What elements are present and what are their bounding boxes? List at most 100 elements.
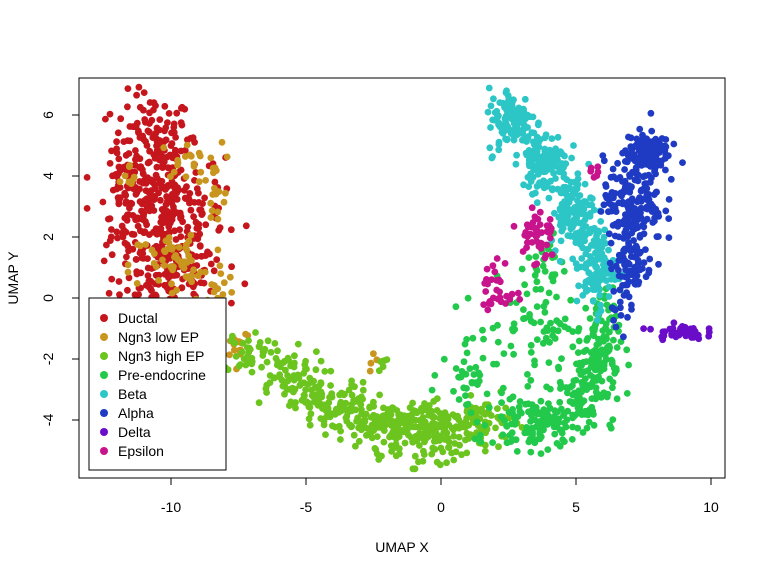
scatter-point <box>445 443 453 451</box>
scatter-point <box>617 304 624 312</box>
x-tick-label: -5 <box>300 499 313 515</box>
scatter-point <box>481 447 489 455</box>
scatter-point <box>145 188 153 196</box>
scatter-point <box>153 135 161 143</box>
scatter-point <box>242 361 250 369</box>
scatter-point <box>625 293 633 301</box>
scatter-point <box>178 284 186 292</box>
scatter-point <box>546 216 554 223</box>
scatter-point <box>281 390 288 398</box>
scatter-point <box>521 95 529 103</box>
scatter-point <box>667 175 675 183</box>
scatter-point <box>510 320 518 328</box>
scatter-point <box>547 177 554 185</box>
scatter-point <box>207 214 215 221</box>
scatter-point <box>202 221 210 229</box>
scatter-point <box>507 127 515 135</box>
scatter-point <box>244 344 251 351</box>
scatter-point <box>614 159 621 167</box>
scatter-point <box>425 402 433 409</box>
scatter-point <box>527 341 535 349</box>
scatter-point <box>533 199 541 207</box>
scatter-point <box>297 380 305 387</box>
scatter-point <box>108 147 115 155</box>
scatter-point <box>510 133 518 141</box>
scatter-point <box>575 282 582 290</box>
scatter-point <box>537 285 545 293</box>
scatter-point <box>605 293 613 300</box>
scatter-point <box>463 336 470 343</box>
scatter-point <box>623 390 631 397</box>
scatter-point <box>489 262 497 270</box>
scatter-point <box>132 147 139 154</box>
scatter-point <box>219 291 227 298</box>
scatter-point <box>593 236 601 244</box>
scatter-point <box>492 424 499 432</box>
scatter-point <box>593 172 601 180</box>
scatter-point <box>631 142 639 150</box>
scatter-point <box>409 423 417 431</box>
scatter-point <box>192 169 200 176</box>
scatter-point <box>188 257 195 264</box>
scatter-point <box>501 417 508 424</box>
scatter-point <box>411 452 419 460</box>
scatter-point <box>177 233 185 241</box>
scatter-point <box>532 423 540 431</box>
scatter-point <box>178 262 186 269</box>
scatter-point <box>367 359 375 367</box>
scatter-point <box>487 124 494 131</box>
scatter-point <box>603 194 611 202</box>
scatter-point <box>513 448 521 455</box>
scatter-point <box>124 211 131 219</box>
scatter-point <box>480 301 488 308</box>
scatter-point <box>545 400 552 407</box>
scatter-point <box>195 178 203 186</box>
scatter-point <box>598 250 606 257</box>
scatter-point <box>682 332 690 340</box>
scatter-point <box>610 316 617 324</box>
scatter-point <box>220 279 228 287</box>
scatter-point <box>510 350 517 358</box>
scatter-point <box>211 164 219 172</box>
scatter-point <box>622 231 630 239</box>
scatter-point <box>569 391 577 399</box>
scatter-point <box>613 395 621 403</box>
scatter-point <box>631 205 639 212</box>
scatter-point <box>428 450 436 458</box>
scatter-point <box>379 412 387 420</box>
scatter-point <box>167 173 174 181</box>
scatter-point <box>199 200 206 208</box>
scatter-point <box>552 155 559 162</box>
scatter-point <box>114 234 121 242</box>
scatter-point <box>130 231 138 238</box>
scatter-point <box>176 226 184 234</box>
scatter-point <box>355 437 363 445</box>
scatter-point <box>350 431 358 439</box>
scatter-point <box>284 354 292 362</box>
scatter-point <box>411 465 419 473</box>
scatter-point <box>146 128 153 136</box>
scatter-point <box>443 459 450 467</box>
scatter-point <box>120 138 128 146</box>
scatter-point <box>186 199 193 207</box>
scatter-point <box>322 431 329 438</box>
scatter-point <box>108 251 116 259</box>
scatter-point <box>168 280 175 288</box>
scatter-point <box>452 303 460 311</box>
scatter-point <box>537 239 545 247</box>
scatter-point <box>327 367 335 375</box>
scatter-point <box>245 337 252 344</box>
scatter-point <box>187 206 195 214</box>
scatter-point <box>551 209 558 217</box>
scatter-point <box>348 405 355 413</box>
scatter-point <box>196 206 204 214</box>
scatter-point <box>515 403 523 411</box>
scatter-point <box>574 360 582 368</box>
scatter-point <box>153 230 161 238</box>
scatter-point <box>532 404 539 412</box>
scatter-point <box>672 333 680 341</box>
scatter-point <box>520 306 527 313</box>
scatter-point <box>117 115 125 123</box>
scatter-point <box>598 275 606 283</box>
scatter-point <box>554 133 562 141</box>
